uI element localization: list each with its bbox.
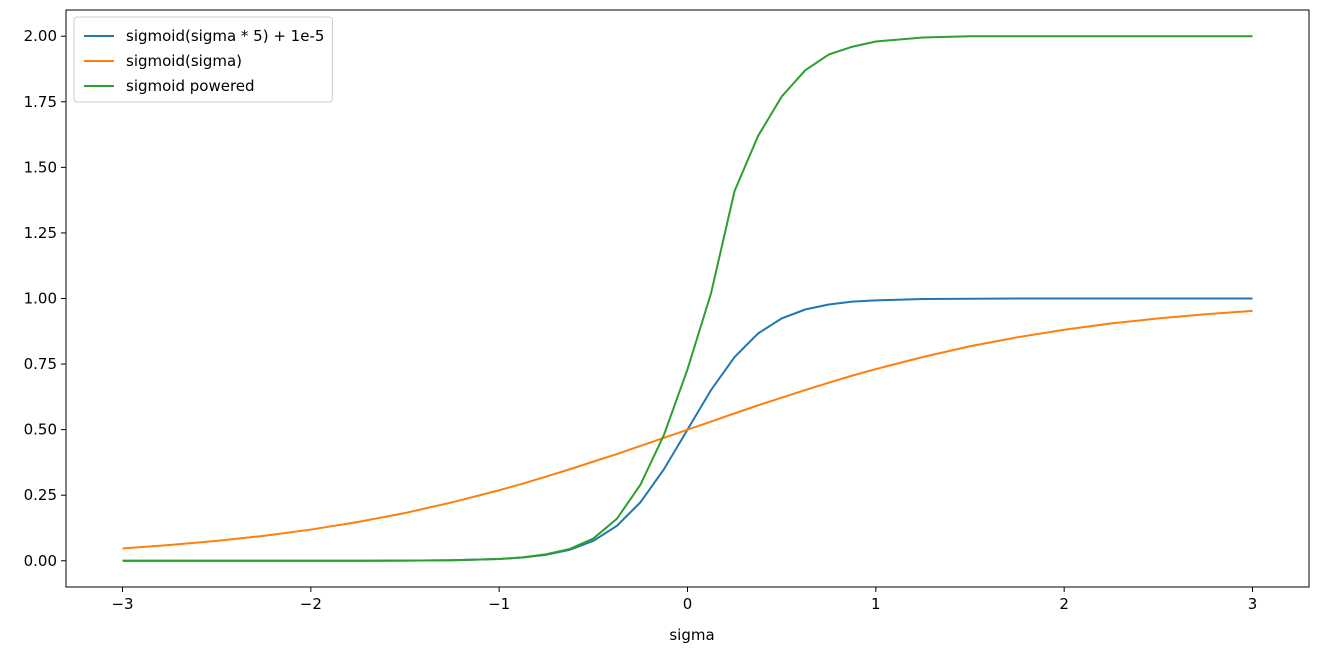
y-tick-label: 0.50 <box>24 421 57 439</box>
y-tick-label: 1.50 <box>24 158 57 176</box>
y-tick-label: 1.25 <box>24 224 57 242</box>
x-tick-label: 1 <box>871 595 881 613</box>
x-tick-label: −2 <box>300 595 322 613</box>
legend-box <box>73 16 333 103</box>
y-tick-label: 2.00 <box>24 27 57 45</box>
x-tick-label: −1 <box>488 595 510 613</box>
legend-label: sigmoid(sigma) <box>126 52 242 70</box>
y-tick-label: 0.25 <box>24 486 57 504</box>
y-tick-label: 1.00 <box>24 290 57 308</box>
line-series <box>122 309 1253 550</box>
y-tick-label: 0.75 <box>24 355 57 373</box>
x-tick-label: 0 <box>683 595 693 613</box>
legend-label: sigmoid powered <box>126 77 255 95</box>
x-tick-label: −3 <box>111 595 133 613</box>
line-series <box>122 35 1253 562</box>
x-tick-label: 3 <box>1248 595 1258 613</box>
plot-frame <box>65 9 1310 588</box>
y-tick-label: 0.00 <box>24 552 57 570</box>
legend-label: sigmoid(sigma * 5) + 1e-5 <box>126 27 324 45</box>
legend: sigmoid(sigma * 5) + 1e-5 sigmoid(sigma) s… <box>73 16 333 103</box>
y-tick-label: 1.75 <box>24 93 57 111</box>
x-tick-label: 2 <box>1059 595 1069 613</box>
x-axis-label: sigma <box>669 626 714 644</box>
